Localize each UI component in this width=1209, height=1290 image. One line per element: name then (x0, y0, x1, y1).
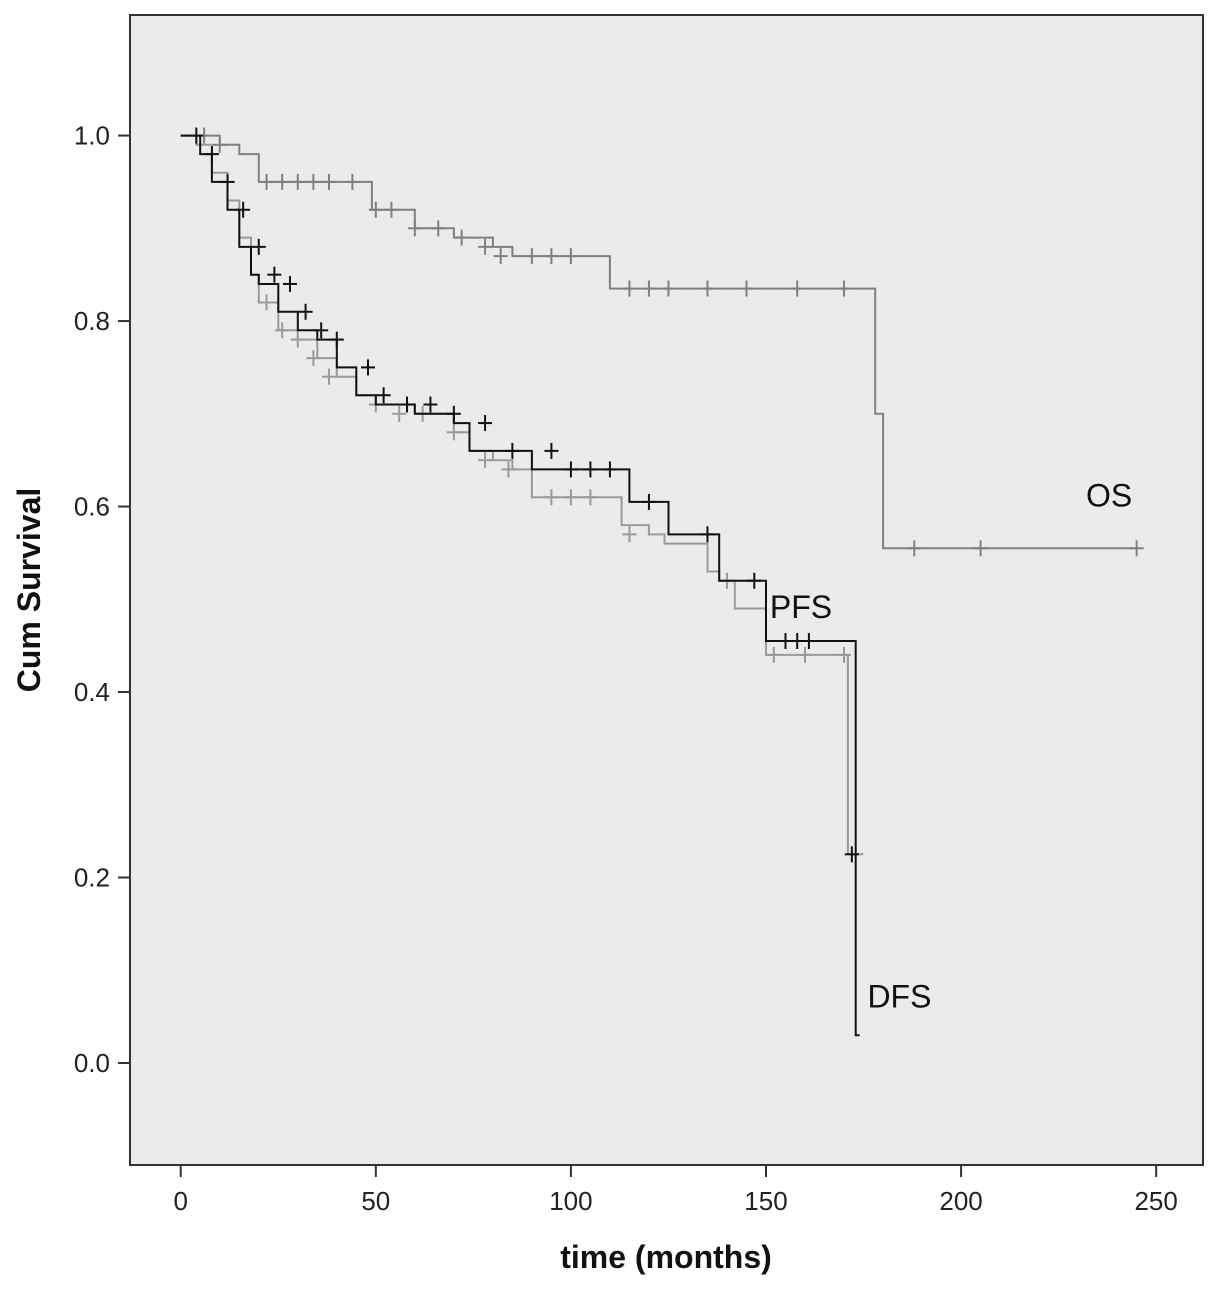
os-censor-mark (407, 220, 422, 237)
os-censor-mark (641, 280, 656, 297)
annotation-layer: OS PFS DFS (770, 478, 1132, 1015)
pfs-censor-mark (392, 405, 407, 422)
os-censor-mark (290, 173, 305, 190)
y-tick-label: 0.4 (74, 677, 110, 707)
x-tick-label: 200 (939, 1186, 982, 1216)
y-axis-title: Cum Survival (11, 488, 47, 693)
y-tick-label: 0.6 (74, 492, 110, 522)
pfs-censor-mark (501, 461, 516, 478)
plot-background (130, 15, 1203, 1165)
dfs-censor-mark (204, 146, 219, 163)
x-tick-label: 100 (549, 1186, 592, 1216)
os-censor-mark (306, 173, 321, 190)
dfs-censor-mark (478, 415, 493, 432)
dfs-censor-mark (747, 572, 762, 589)
pfs-censor-mark (259, 294, 274, 311)
dfs-censor-mark (801, 633, 816, 650)
pfs-censor-mark (766, 646, 781, 663)
dfs-label: DFS (867, 978, 931, 1014)
y-tick-label: 0.0 (74, 1048, 110, 1078)
dfs-censor-mark (361, 359, 376, 376)
pfs-censor-mark (583, 489, 598, 506)
os-censor-mark (454, 229, 469, 246)
dfs-censor-mark (282, 275, 297, 292)
dfs-censor-mark (790, 633, 805, 650)
os-censor-mark (563, 248, 578, 265)
dfs-censor-mark (423, 396, 438, 413)
pfs-label: PFS (770, 589, 832, 625)
x-tick-label: 0 (173, 1186, 187, 1216)
dfs-censor-mark (602, 461, 617, 478)
os-censor-mark (493, 248, 508, 265)
series-layer (180, 127, 1144, 1037)
dfs-censor-mark (298, 303, 313, 320)
os-censor-mark (368, 201, 383, 218)
os-censor-mark (973, 540, 988, 557)
os-censor-mark (700, 280, 715, 297)
dfs-censor-mark (505, 442, 520, 459)
pfs-censor-mark (446, 424, 461, 441)
os-censor-mark (345, 173, 360, 190)
os-censor-mark (739, 280, 754, 297)
os-censor-mark (907, 540, 922, 557)
os-censor-mark (275, 173, 290, 190)
os-censor-mark (1129, 540, 1144, 557)
pfs-censor-mark (622, 526, 637, 543)
os-censor-mark (478, 238, 493, 255)
dfs-censor-mark (844, 846, 859, 863)
os-censor-mark (259, 173, 274, 190)
pfs-censor-mark (544, 489, 559, 506)
dfs-censor-mark (446, 405, 461, 422)
x-tick-label: 50 (361, 1186, 390, 1216)
os-label: OS (1086, 478, 1132, 514)
y-tick-label: 0.2 (74, 863, 110, 893)
x-axis-title: time (months) (560, 1239, 772, 1275)
dfs-censor-mark (583, 461, 598, 478)
dfs-censor-mark (641, 493, 656, 510)
dfs-censor-mark (400, 396, 415, 413)
dfs-censor-mark (329, 331, 344, 348)
dfs-censor-mark (220, 173, 235, 190)
plot-frame (129, 14, 1204, 1166)
y-tick-label: 1.0 (74, 121, 110, 151)
os-censor-mark (661, 280, 676, 297)
os-censor-mark (321, 173, 336, 190)
pfs-censor-mark (563, 489, 578, 506)
os-censor-mark (544, 248, 559, 265)
dfs-censor-mark (778, 633, 793, 650)
os-censor-mark (790, 280, 805, 297)
x-tick-label: 150 (744, 1186, 787, 1216)
dfs-censor-mark (376, 387, 391, 404)
pfs-censor-mark (306, 350, 321, 367)
pfs-censor-mark (321, 368, 336, 385)
pfs-censor-mark (290, 331, 305, 348)
dfs-censor-mark (236, 201, 251, 218)
os-censor-mark (622, 280, 637, 297)
dfs-censor-mark (314, 322, 329, 339)
dfs-censor-mark (267, 266, 282, 283)
dfs-censor-mark (544, 442, 559, 459)
pfs-censor-mark (275, 322, 290, 339)
os-censor-mark (431, 220, 446, 237)
pfs-censor-mark (478, 452, 493, 469)
dfs-censor-mark (563, 461, 578, 478)
dfs-censor-mark (700, 526, 715, 543)
dfs-censor-mark (251, 238, 266, 255)
os-censor-mark (524, 248, 539, 265)
pfs-censor-mark (837, 646, 852, 663)
os-survival-line (180, 134, 1137, 550)
y-tick-label: 0.8 (74, 306, 110, 336)
pfs-censor-mark (798, 646, 813, 663)
dfs-censor-mark (189, 127, 204, 144)
os-censor-mark (837, 280, 852, 297)
os-censor-mark (384, 201, 399, 218)
os-censor-mark (212, 136, 227, 153)
axis-layer: 0 50 100 150 200 250 0.0 0.2 0.4 0.6 0.8 1.0 (74, 121, 1178, 1216)
x-tick-label: 250 (1134, 1186, 1177, 1216)
